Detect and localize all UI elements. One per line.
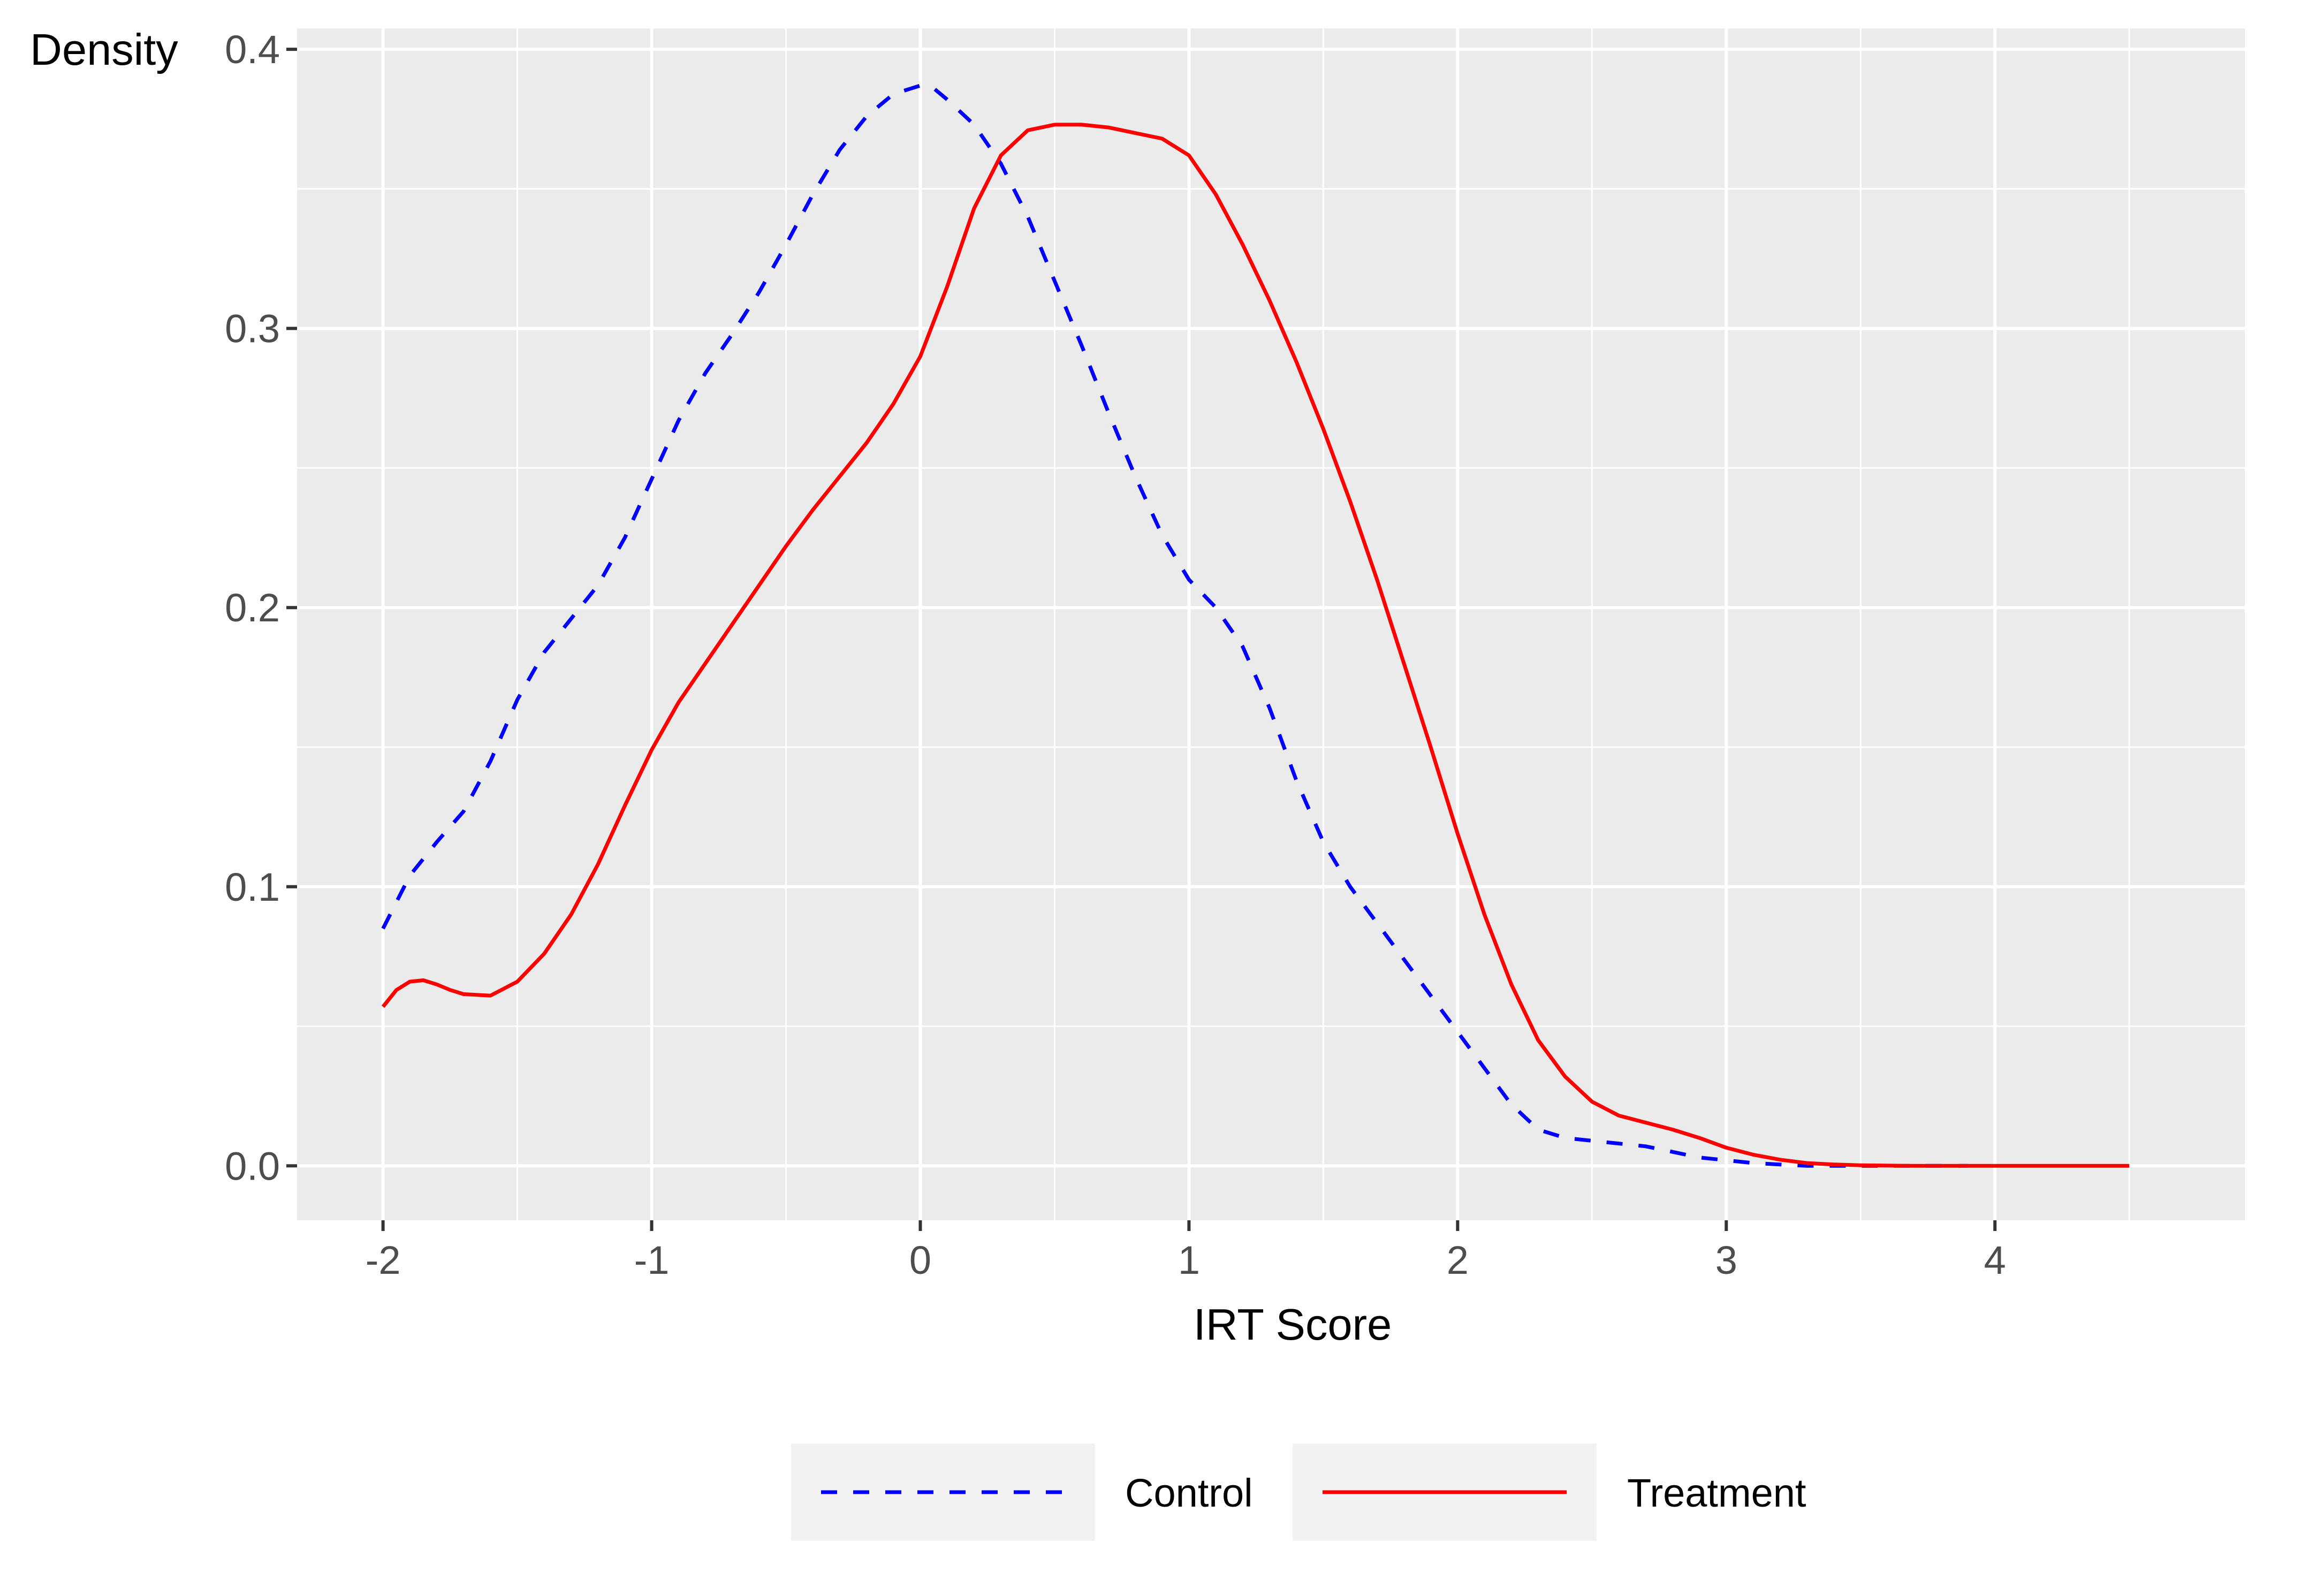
y-tick-label: 0.4 — [225, 27, 280, 72]
x-axis: -2 -1 0 1 2 3 4 — [366, 1220, 2006, 1282]
legend-label-treatment: Treatment — [1627, 1471, 1806, 1515]
x-tick-label: 3 — [1715, 1238, 1737, 1282]
series-line-control — [381, 83, 1968, 1168]
legend-key-control — [791, 1443, 1095, 1541]
x-tick-label: -1 — [634, 1238, 670, 1282]
plot-panel — [297, 28, 2245, 1220]
x-axis-title: IRT Score — [1194, 1299, 1392, 1349]
y-tick-label: 0.3 — [225, 307, 280, 351]
x-tick-label: 4 — [1984, 1238, 2006, 1282]
series-line-treatment — [381, 123, 2130, 1168]
y-tick-label: 0.1 — [225, 865, 280, 909]
y-axis: 0.0 0.1 0.2 0.3 0.4 — [225, 27, 297, 1188]
y-tick-label: 0.2 — [225, 586, 280, 630]
series-layer — [381, 83, 2130, 1168]
x-tick-label: -2 — [366, 1238, 401, 1282]
minor-grid — [297, 28, 2245, 1220]
y-axis-title: Density — [30, 25, 178, 74]
legend-label-control: Control — [1125, 1471, 1253, 1515]
x-tick-label: 1 — [1178, 1238, 1200, 1282]
x-tick-label: 0 — [909, 1238, 931, 1282]
legend: Control Treatment — [791, 1443, 1806, 1541]
x-tick-label: 2 — [1447, 1238, 1469, 1282]
y-tick-label: 0.0 — [225, 1144, 280, 1188]
